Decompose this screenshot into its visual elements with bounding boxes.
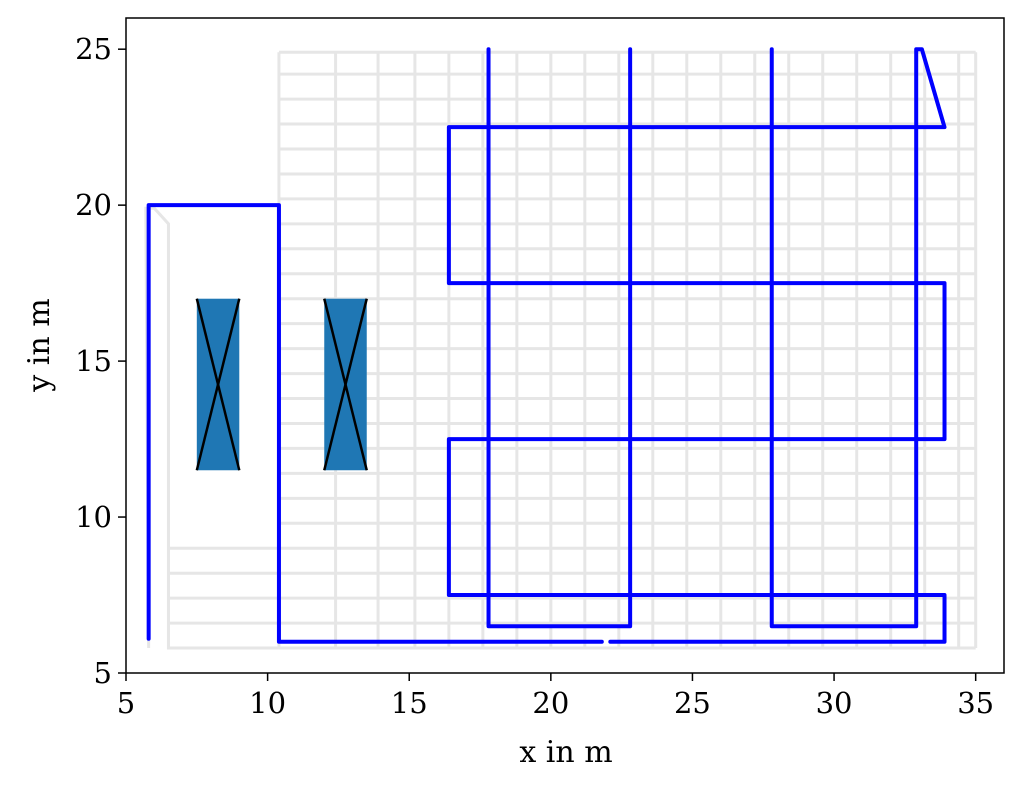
x-tick-label: 20 — [532, 686, 569, 720]
x-ticks: 5 10 15 20 25 30 35 — [117, 673, 994, 720]
x-tick-label: 5 — [117, 686, 135, 720]
path-segment — [486, 47, 633, 629]
y-tick-label: 5 — [94, 656, 112, 690]
x-tick-label: 30 — [816, 686, 853, 720]
y-tick-label: 20 — [75, 188, 112, 222]
x-tick-label: 15 — [391, 686, 428, 720]
plot-frame — [125, 17, 1005, 674]
y-ticks: 5 10 15 20 25 — [75, 32, 126, 690]
y-tick-label: 10 — [75, 500, 112, 534]
y-tick-label: 15 — [75, 344, 112, 378]
x-tick-label: 10 — [249, 686, 286, 720]
y-axis-label: y in m — [22, 298, 57, 392]
x-axis-label: x in m — [519, 735, 612, 770]
path-segment — [446, 47, 947, 644]
y-tick-label: 25 — [75, 32, 112, 66]
trajectory — [146, 47, 947, 644]
path-segment — [146, 203, 604, 644]
background-map — [144, 50, 978, 650]
obstacle-cross-line — [323, 298, 368, 471]
map-left-corridor — [144, 206, 279, 650]
obstacle-cross-line — [195, 298, 241, 471]
obstacles — [195, 298, 368, 471]
x-tick-label: 25 — [674, 686, 711, 720]
x-tick-label: 35 — [957, 686, 994, 720]
